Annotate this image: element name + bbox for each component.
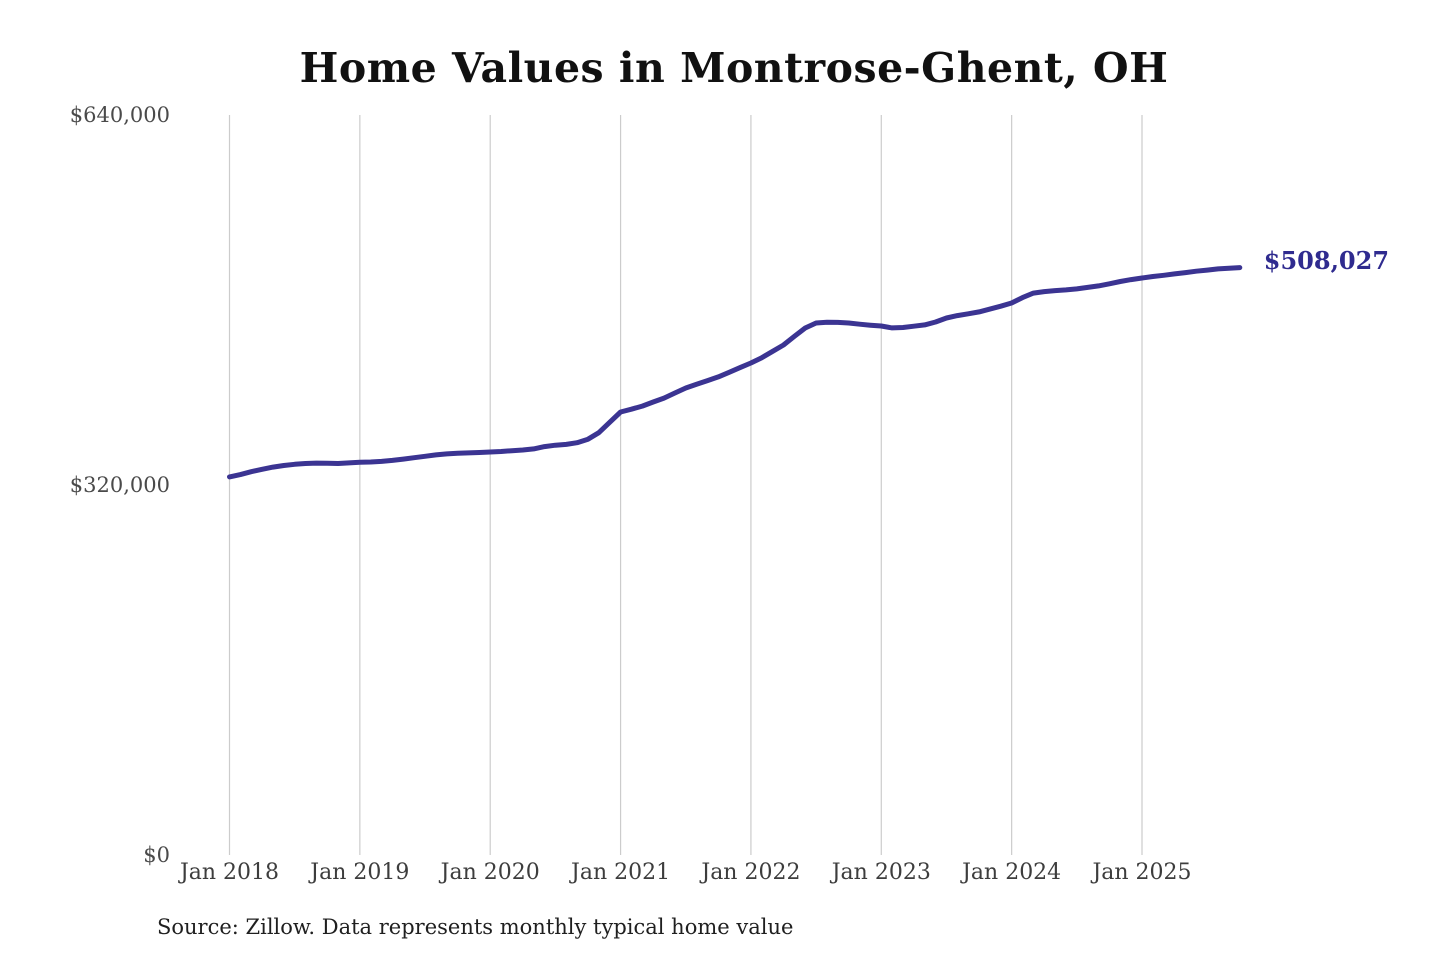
y-tick-320000: $320,000 bbox=[69, 473, 170, 497]
x-tick-jan-2019: Jan 2019 bbox=[310, 860, 410, 885]
y-tick-0: $0 bbox=[143, 843, 170, 867]
source-note: Source: Zillow. Data represents monthly … bbox=[157, 915, 794, 939]
year-gridlines bbox=[228, 115, 1143, 855]
x-tick-jan-2018: Jan 2018 bbox=[179, 860, 280, 885]
x-tick-jan-2023: Jan 2023 bbox=[831, 860, 931, 885]
x-tick-jan-2022: Jan 2022 bbox=[701, 860, 801, 885]
y-tick-640000: $640,000 bbox=[69, 103, 170, 127]
latest-value-label: $508,027 bbox=[1263, 245, 1390, 275]
x-tick-jan-2021: Jan 2021 bbox=[571, 860, 671, 885]
home-value-line bbox=[227, 265, 1243, 480]
x-tick-jan-2020: Jan 2020 bbox=[440, 860, 540, 885]
x-tick-jan-2025: Jan 2025 bbox=[1092, 860, 1192, 885]
x-tick-jan-2024: Jan 2024 bbox=[962, 860, 1062, 885]
chart-title: Home Values in Montrose-Ghent, OH bbox=[299, 44, 1169, 92]
